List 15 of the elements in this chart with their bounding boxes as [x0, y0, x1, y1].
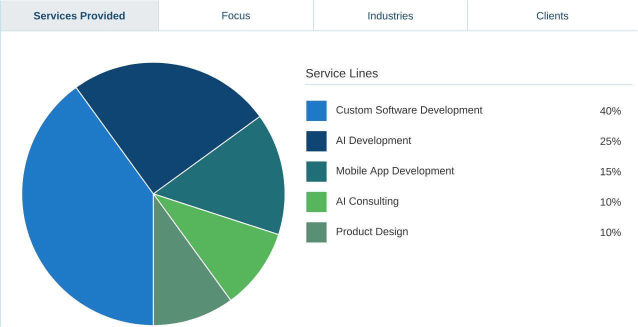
text: Focus: [222, 12, 250, 20]
legend-label: Custom Software Development: [336, 106, 482, 116]
legend-label: AI Development: [336, 136, 412, 146]
text: Industries: [368, 12, 413, 20]
text: Clients: [536, 12, 568, 20]
data-label: 15%: [600, 168, 621, 176]
data-label: 25%: [600, 137, 621, 145]
data-label: 10%: [600, 198, 621, 206]
legend-title: Service Lines: [306, 68, 378, 78]
text: Services Provided: [34, 12, 125, 20]
data-label: 10%: [600, 228, 621, 236]
legend-label: AI Consulting: [336, 197, 398, 207]
legend-label: Product Design: [336, 227, 408, 238]
data-label: 40%: [600, 107, 621, 115]
legend-label: Mobile App Development: [336, 166, 454, 177]
